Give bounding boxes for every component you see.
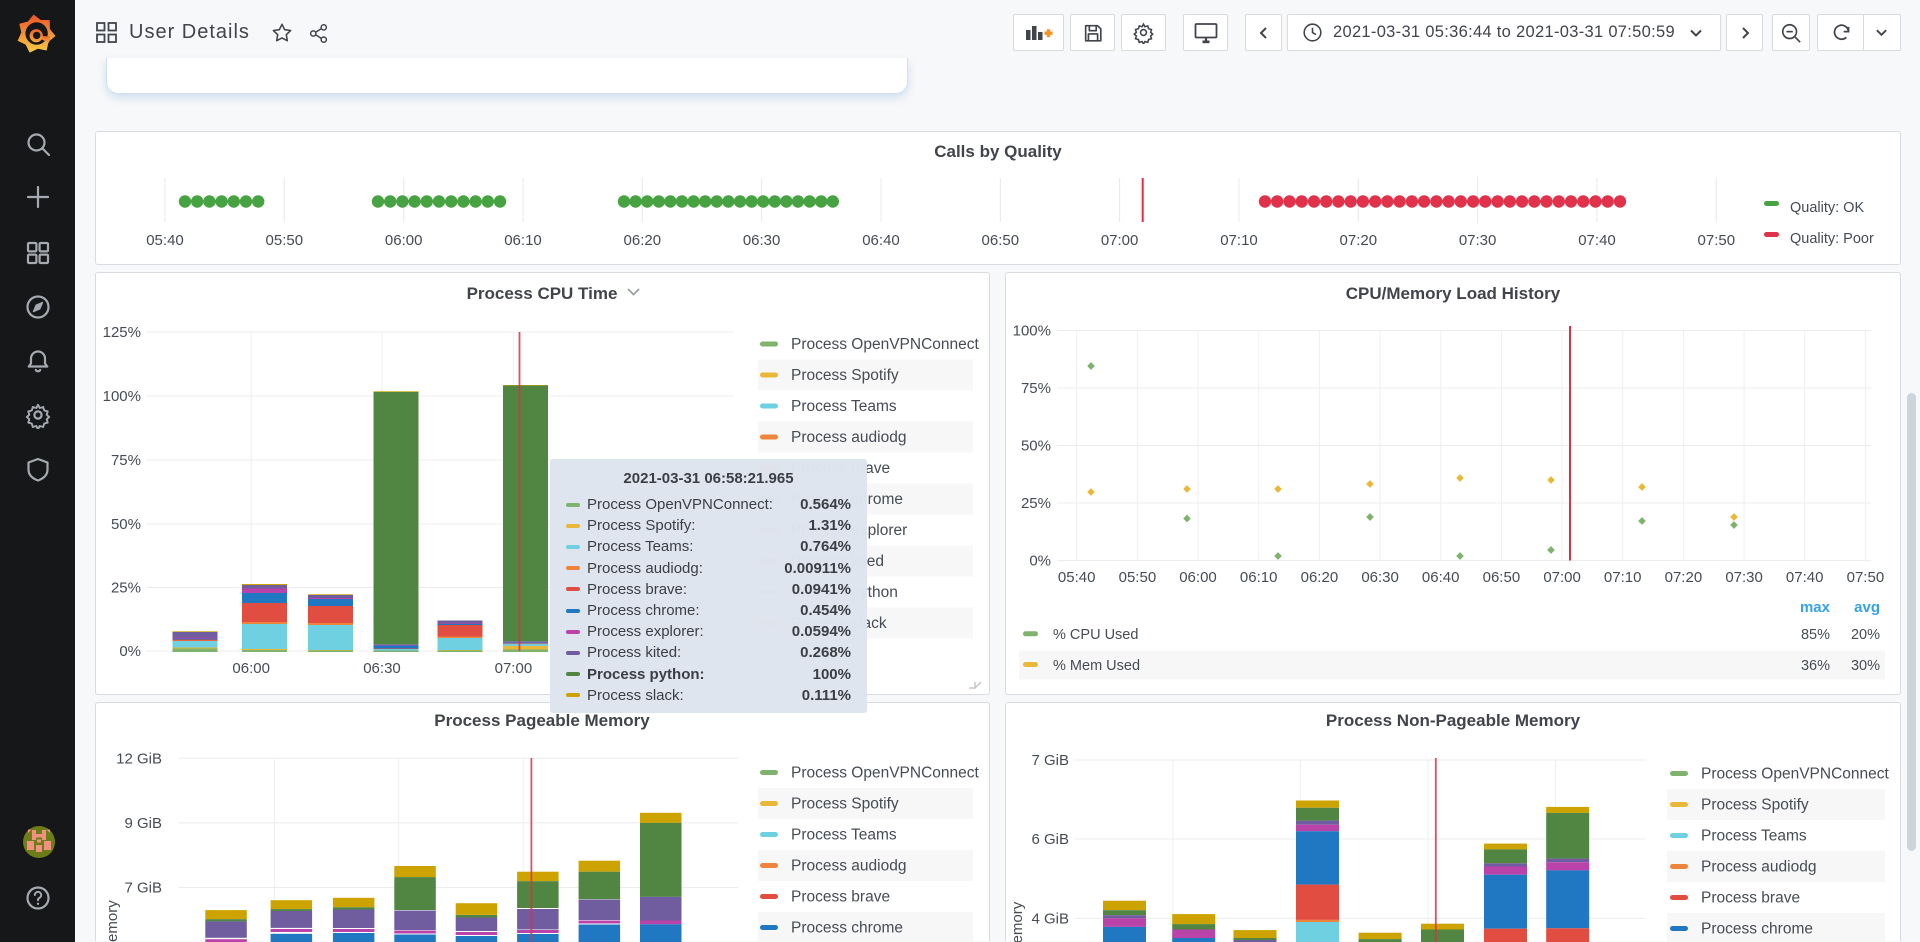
svg-text:30%: 30% [1851, 658, 1880, 674]
svg-text:06:20: 06:20 [1301, 569, 1339, 586]
svg-text:05:50: 05:50 [1119, 569, 1157, 586]
svg-text:9 GiB: 9 GiB [124, 815, 162, 832]
svg-text:Process Spotify: Process Spotify [791, 796, 899, 813]
svg-text:20%: 20% [1851, 627, 1880, 643]
svg-text:Calls by Quality: Calls by Quality [934, 142, 1062, 161]
svg-text:06:40: 06:40 [862, 232, 900, 249]
svg-text:07:40: 07:40 [1786, 569, 1824, 586]
svg-text:max: max [1800, 599, 1831, 616]
svg-text:Quality: Poor: Quality: Poor [1790, 231, 1874, 247]
svg-text:07:20: 07:20 [1665, 569, 1703, 586]
svg-text:avg: avg [1854, 599, 1880, 616]
svg-text:07:20: 07:20 [1340, 232, 1378, 249]
svg-text:07:10: 07:10 [1604, 569, 1642, 586]
svg-text:07:50: 07:50 [1698, 232, 1736, 249]
svg-text:Process Teams: Process Teams [791, 827, 897, 844]
svg-text:07:00: 07:00 [495, 660, 533, 677]
svg-text:06:00: 06:00 [1179, 569, 1217, 586]
svg-text:0%: 0% [119, 643, 141, 660]
svg-text:Process chrome: Process chrome [791, 920, 903, 937]
svg-text:06:00: 06:00 [385, 232, 423, 249]
svg-text:75%: 75% [111, 452, 141, 469]
svg-text:Process brave: Process brave [1701, 890, 1800, 907]
svg-text:4 GiB: 4 GiB [1031, 910, 1069, 927]
svg-text:36%: 36% [1801, 658, 1830, 674]
svg-text:Quality: OK: Quality: OK [1790, 200, 1864, 216]
svg-text:06:30: 06:30 [363, 660, 401, 677]
svg-text:Process OpenVPNConnect: Process OpenVPNConnect [791, 336, 980, 353]
svg-text:85%: 85% [1801, 627, 1830, 643]
svg-text:Process audiodg: Process audiodg [1701, 859, 1816, 876]
svg-text:06:50: 06:50 [982, 232, 1020, 249]
svg-text:07:40: 07:40 [1578, 232, 1616, 249]
svg-text:06:10: 06:10 [1240, 569, 1278, 586]
svg-text:50%: 50% [1021, 438, 1051, 455]
svg-text:25%: 25% [1021, 495, 1051, 512]
svg-text:07:30: 07:30 [1459, 232, 1497, 249]
svg-text:07:00: 07:00 [1543, 569, 1581, 586]
svg-text:7 GiB: 7 GiB [124, 880, 162, 897]
svg-text:0%: 0% [1029, 553, 1051, 570]
svg-text:06:20: 06:20 [624, 232, 662, 249]
svg-text:07:00: 07:00 [1101, 232, 1139, 249]
svg-text:07:10: 07:10 [1220, 232, 1258, 249]
svg-text:Process audiodg: Process audiodg [791, 429, 906, 446]
svg-text:05:40: 05:40 [1058, 569, 1096, 586]
svg-text:% Mem Used: % Mem Used [1053, 658, 1140, 674]
svg-text:06:10: 06:10 [504, 232, 542, 249]
svg-text:06:30: 06:30 [1361, 569, 1399, 586]
svg-text:12 GiB: 12 GiB [116, 750, 162, 767]
svg-text:7 GiB: 7 GiB [1031, 752, 1069, 769]
svg-text:Process Teams: Process Teams [791, 398, 897, 415]
svg-text:25%: 25% [111, 580, 141, 597]
svg-text:Process Pageable Memory: Process Pageable Memory [434, 711, 650, 730]
svg-text:Non-Pageable Memory: Non-Pageable Memory [1009, 901, 1026, 942]
svg-text:Process OpenVPNConnect: Process OpenVPNConnect [1701, 766, 1890, 783]
svg-text:07:50: 07:50 [1847, 569, 1885, 586]
svg-text:% CPU Used: % CPU Used [1053, 627, 1138, 643]
svg-text:Process Non-Pageable Memory: Process Non-Pageable Memory [1326, 711, 1581, 730]
svg-text:Process Teams: Process Teams [1701, 828, 1807, 845]
svg-text:06:00: 06:00 [232, 660, 270, 677]
svg-text:50%: 50% [111, 516, 141, 533]
svg-text:Process audiodg: Process audiodg [791, 858, 906, 875]
svg-text:Process brave: Process brave [791, 889, 890, 906]
svg-text:Process Spotify: Process Spotify [791, 367, 899, 384]
svg-text:06:50: 06:50 [1483, 569, 1521, 586]
svg-text:Process chrome: Process chrome [1701, 921, 1813, 938]
svg-text:Process OpenVPNConnect: Process OpenVPNConnect [791, 765, 980, 782]
svg-text:05:40: 05:40 [146, 232, 184, 249]
svg-text:06:30: 06:30 [743, 232, 781, 249]
svg-text:Process Spotify: Process Spotify [1701, 797, 1809, 814]
svg-text:07:30: 07:30 [1725, 569, 1763, 586]
svg-text:05:50: 05:50 [266, 232, 304, 249]
svg-text:6 GiB: 6 GiB [1031, 831, 1069, 848]
svg-text:Process CPU Time: Process CPU Time [467, 284, 618, 303]
svg-text:100%: 100% [103, 388, 141, 405]
svg-text:75%: 75% [1021, 380, 1051, 397]
svg-text:Pageable Memory: Pageable Memory [104, 900, 121, 942]
svg-text:100%: 100% [1013, 323, 1051, 340]
svg-text:06:40: 06:40 [1422, 569, 1460, 586]
svg-text:CPU/Memory Load History: CPU/Memory Load History [1346, 284, 1561, 303]
svg-text:125%: 125% [103, 324, 141, 341]
